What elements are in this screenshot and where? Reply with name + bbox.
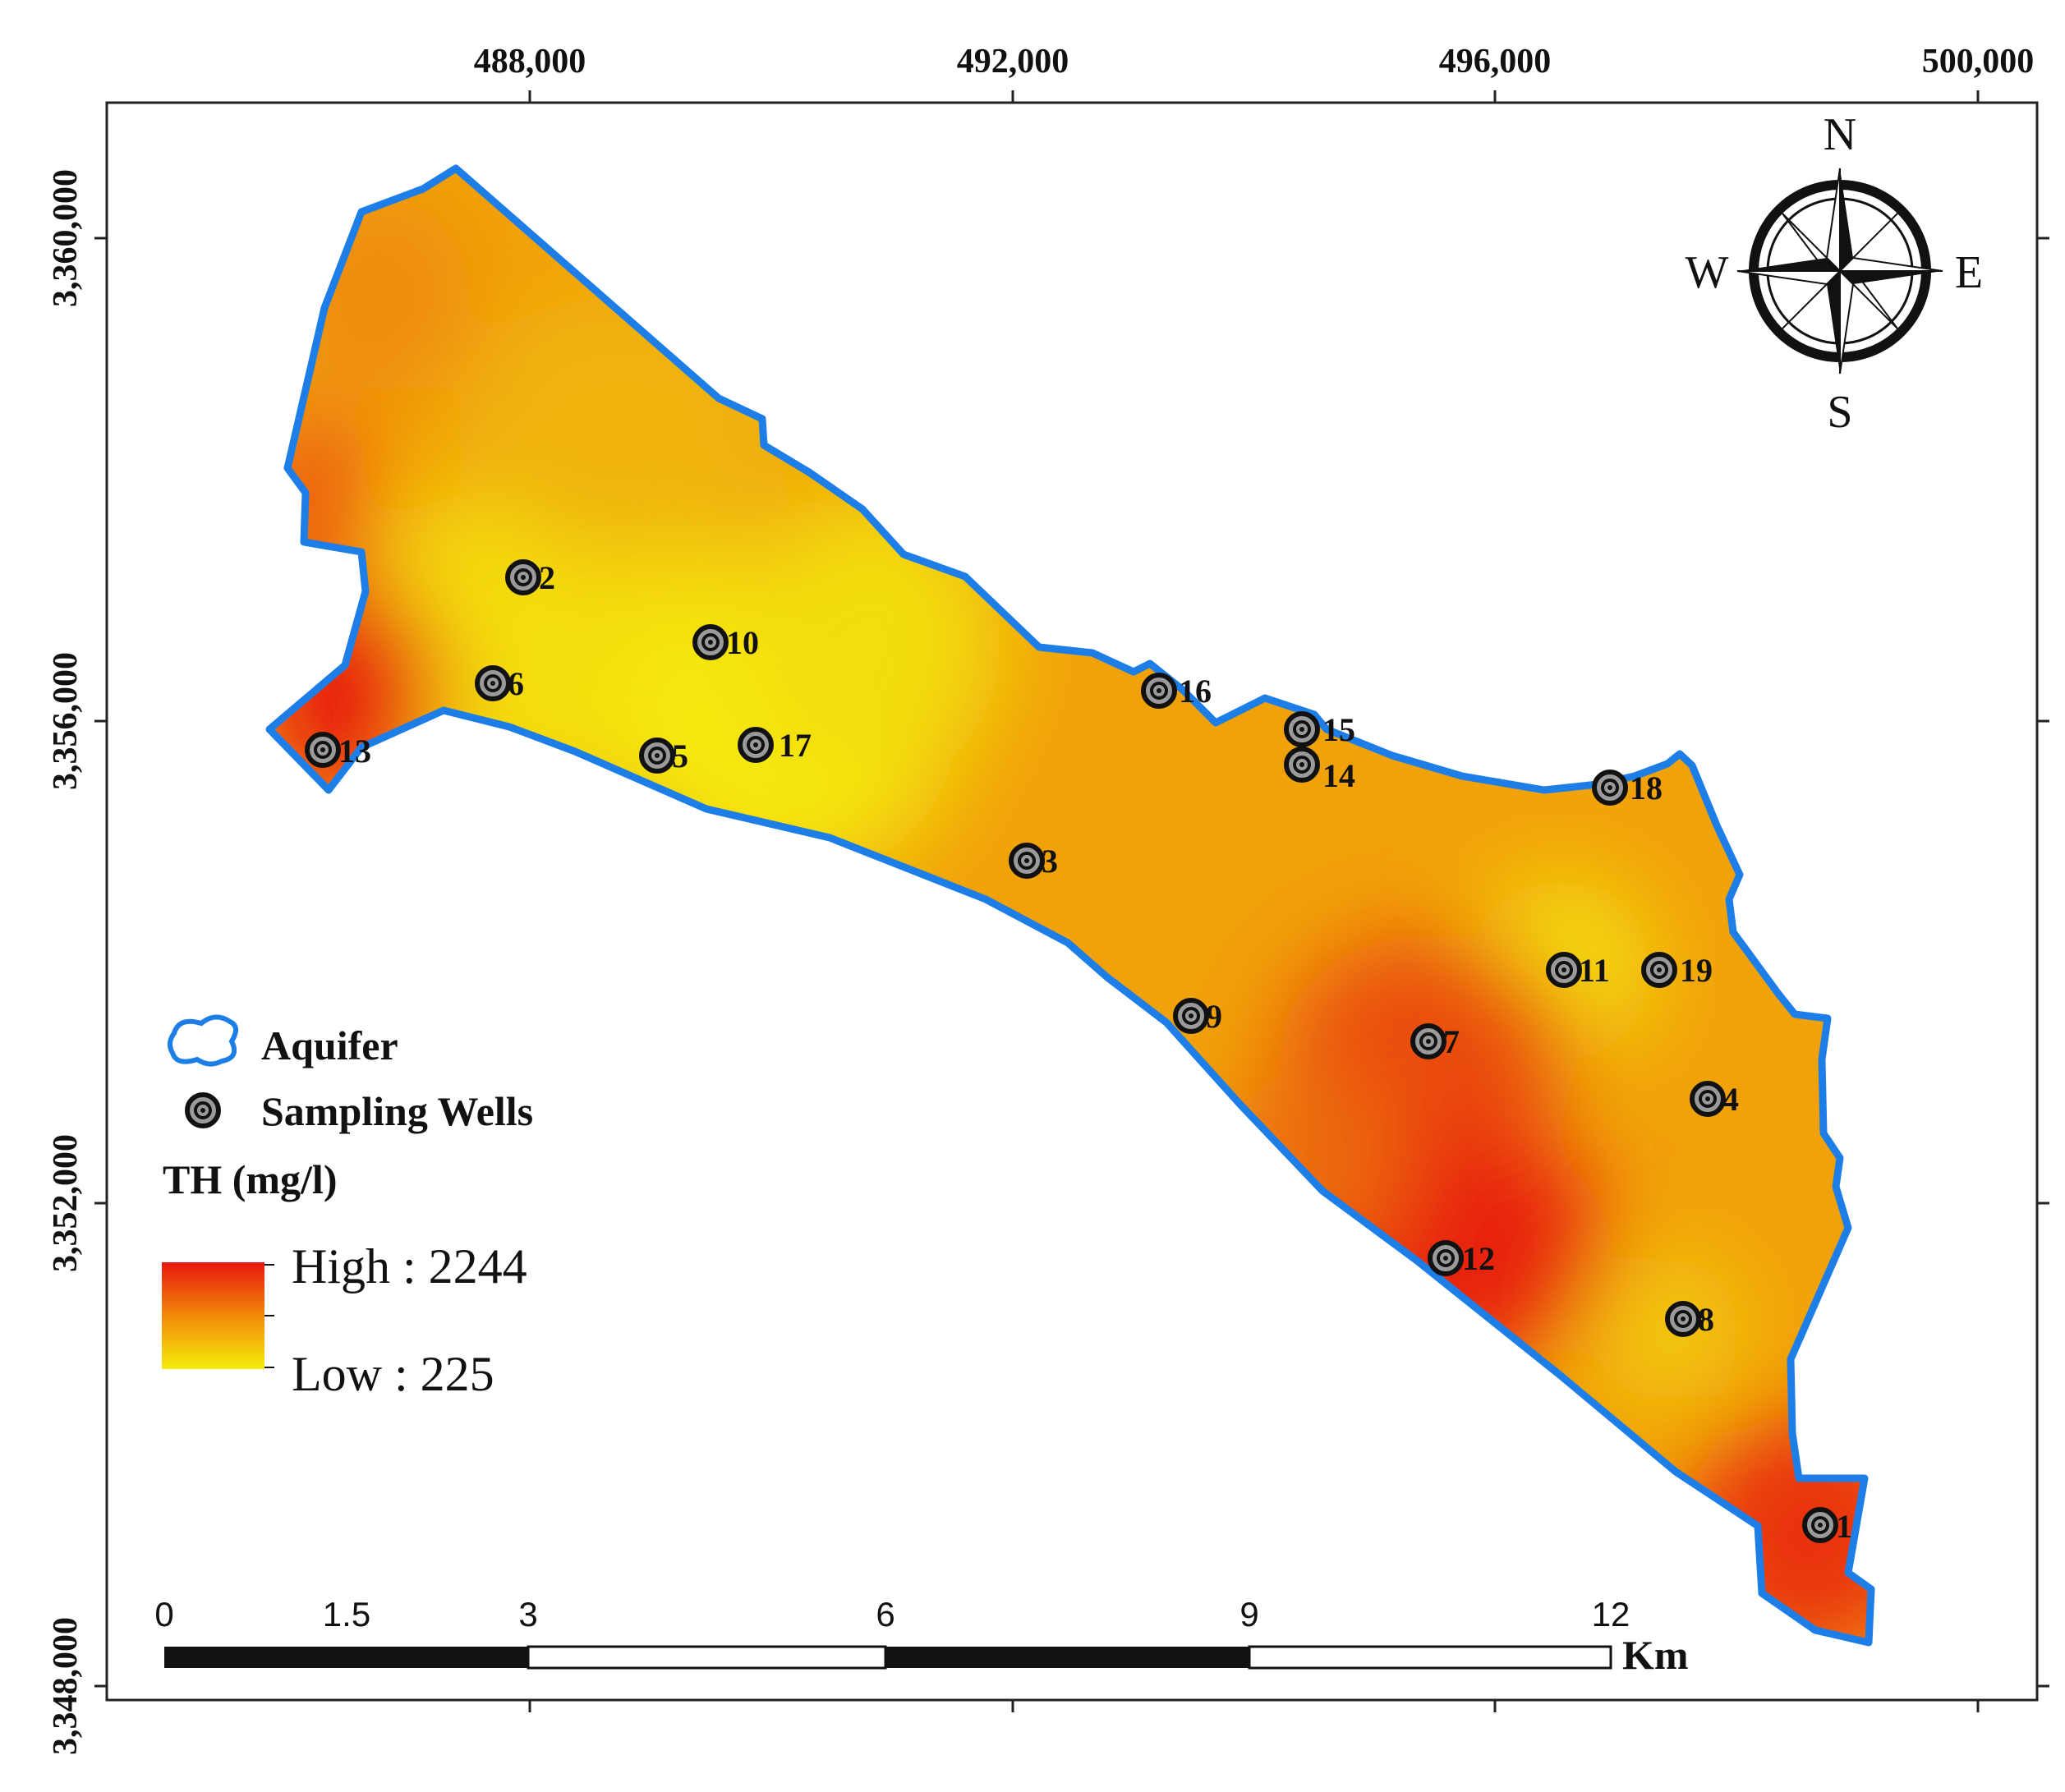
legend-wells-label: Sampling Wells xyxy=(261,1088,533,1134)
x-tick-label: 496,000 xyxy=(1439,43,1552,80)
aquifer-boundary xyxy=(265,164,1875,1647)
compass-w: W xyxy=(1686,247,1729,298)
well-label: 6 xyxy=(508,665,524,702)
well-label: 7 xyxy=(1443,1023,1460,1060)
well-marker xyxy=(1284,711,1320,747)
scale-label: 1.5 xyxy=(323,1595,370,1633)
well-marker xyxy=(1802,1507,1838,1543)
x-tick-label: 492,000 xyxy=(957,43,1069,80)
well-label: 13 xyxy=(338,733,371,770)
y-tick-label: 3,356,000 xyxy=(47,652,85,790)
well-marker xyxy=(1665,1301,1701,1337)
well-label: 5 xyxy=(672,737,688,774)
y-tick-label: 3,360,000 xyxy=(47,169,85,307)
well-marker xyxy=(505,559,541,595)
well-label: 18 xyxy=(1630,770,1663,806)
map-frame xyxy=(105,101,2039,1702)
x-tick-label: 488,000 xyxy=(474,43,586,80)
aquifer-legend-icon xyxy=(168,1014,238,1067)
well-marker xyxy=(1141,673,1177,709)
well-marker xyxy=(1410,1023,1446,1059)
well-marker xyxy=(1546,952,1582,988)
well-label: 8 xyxy=(1698,1301,1714,1338)
well-label: 17 xyxy=(779,727,812,764)
well-label: 16 xyxy=(1179,673,1212,710)
scale-label: 9 xyxy=(1239,1595,1258,1633)
y-axis-ticks: 3,360,000 3,356,000 3,352,000 3,348,000 xyxy=(47,169,2049,1755)
legend-aquifer-label: Aquifer xyxy=(261,1022,398,1068)
scale-label: 12 xyxy=(1592,1595,1630,1633)
well-marker xyxy=(1284,747,1320,783)
compass-s: S xyxy=(1827,387,1852,438)
scale-unit: Km xyxy=(1622,1632,1689,1678)
y-tick-label: 3,348,000 xyxy=(47,1617,85,1755)
well-marker xyxy=(639,737,675,774)
y-tick-label: 3,352,000 xyxy=(47,1134,85,1272)
legend-low-label: Low : 225 xyxy=(292,1347,494,1401)
well-marker xyxy=(1009,843,1045,879)
well-label: 10 xyxy=(726,624,759,661)
well-label: 9 xyxy=(1206,998,1222,1035)
well-label: 2 xyxy=(539,559,555,596)
well-label: 11 xyxy=(1579,952,1610,989)
sampling-wells: 1 2 3 4 5 6 7 8 9 10 11 12 13 14 15 16 1 xyxy=(305,559,1852,1545)
well-label: 3 xyxy=(1042,843,1058,880)
well-marker xyxy=(475,665,511,701)
legend-th-title: TH (mg/l) xyxy=(163,1156,337,1202)
well-marker xyxy=(1641,952,1677,988)
well-label: 14 xyxy=(1322,757,1355,794)
scale-label: 6 xyxy=(876,1595,895,1633)
x-tick-label: 500,000 xyxy=(1922,43,2035,80)
x-axis-ticks: 488,000 492,000 496,000 500,000 xyxy=(474,43,2035,1712)
th-surface xyxy=(269,168,1871,1643)
well-label: 4 xyxy=(1722,1081,1739,1118)
compass-e: E xyxy=(1955,247,1983,298)
well-marker xyxy=(305,732,341,768)
well-marker xyxy=(1428,1240,1464,1276)
scale-label: 3 xyxy=(518,1595,537,1633)
compass-n: N xyxy=(1824,109,1856,160)
well-label: 1 xyxy=(1836,1508,1852,1545)
scale-label: 0 xyxy=(154,1595,173,1633)
well-marker xyxy=(1173,998,1209,1034)
north-arrow-icon: N S E W xyxy=(1686,109,1984,438)
well-label: 12 xyxy=(1462,1240,1495,1277)
legend-high-label: High : 2244 xyxy=(292,1239,527,1293)
sampling-well-legend-icon xyxy=(185,1092,221,1128)
scale-bar: 0 1.5 3 6 9 12 Km xyxy=(154,1595,1688,1678)
well-marker xyxy=(1592,770,1628,806)
well-marker xyxy=(1690,1081,1726,1117)
well-marker xyxy=(692,624,729,660)
legend-color-ramp xyxy=(162,1262,264,1369)
well-marker xyxy=(738,727,774,763)
map-legend: Aquifer Sampling Wells TH (mg/l) High : … xyxy=(162,1014,533,1401)
well-label: 15 xyxy=(1322,711,1355,748)
well-label: 19 xyxy=(1680,952,1713,989)
